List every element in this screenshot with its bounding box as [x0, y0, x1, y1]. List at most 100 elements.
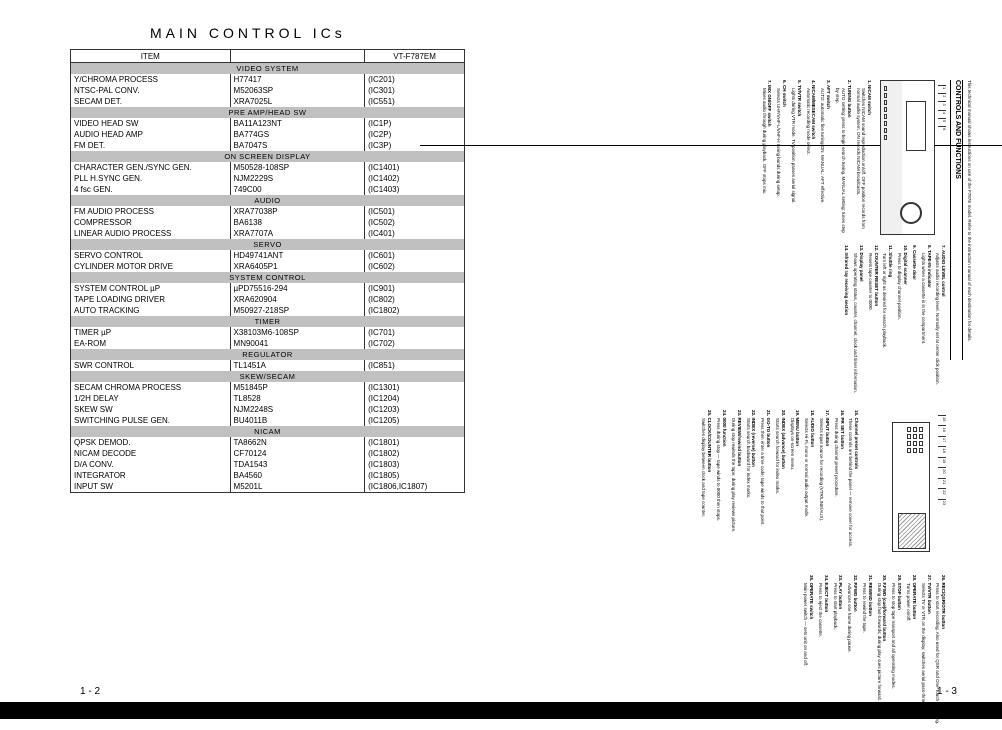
control-item: 8. TAPE-IN indicatorLights when a casset…: [920, 245, 932, 400]
item-number: 17.: [825, 410, 830, 418]
table-cell: M50927-218SP: [230, 305, 365, 316]
table-cell: TAPE LOADING DRIVER: [71, 294, 231, 305]
table-cell: D/A CONV.: [71, 459, 231, 470]
table-cell: VIDEO HEAD SW: [71, 118, 231, 129]
right-page: This technical manual shows instructions…: [390, 90, 1002, 612]
section-header: VIDEO SYSTEM: [71, 63, 465, 75]
item-name: COUNTER RESET button: [874, 253, 879, 307]
shuttle-dial-icon: [900, 202, 922, 224]
control-item: 21. GO-TO buttonPress then enter a time …: [759, 410, 771, 565]
table-cell: BA7047S: [230, 140, 365, 151]
remote-panel-diagram: [865, 410, 935, 565]
table-cell: H77417: [230, 74, 365, 85]
col-front: 123456 1. NICAM switchSwitches NICAM sou…: [698, 80, 947, 235]
table-cell: TL8528: [230, 393, 365, 404]
control-item: 14. Infrared ray receiving section: [843, 245, 849, 400]
item-name: Display panel: [859, 253, 864, 282]
item-desc: Selects Hi-Fi, mono or normal audio outp…: [803, 410, 809, 565]
table-row: Y/CHROMA PROCESSH77417(IC201): [71, 74, 465, 85]
item-number: 26.: [941, 575, 946, 583]
table-cell: CHARACTER GEN./SYNC GEN.: [71, 162, 231, 173]
item-name: CH switch: [782, 85, 787, 107]
item-desc: Press during stop — tape winds to 0000 t…: [715, 410, 721, 565]
table-cell: NJM2229S: [230, 173, 365, 184]
item-name: REVIEW/rewind button: [737, 418, 742, 467]
table-cell: XRA620904: [230, 294, 365, 305]
item-desc: AUTO: automatic fine tuning ON. MANUAL: …: [819, 80, 825, 235]
item-name: PR SET button: [840, 418, 845, 450]
item-name: OPERATE button: [912, 583, 917, 620]
item-name: INDEX (reverse) button: [751, 418, 756, 467]
table-cell: LINEAR AUDIO PROCESS: [71, 228, 231, 239]
table-cell: XRA7025L: [230, 96, 365, 107]
table-cell: HD49741ANT: [230, 250, 365, 261]
item-name: P.FWD button: [853, 583, 858, 612]
item-desc: Starts search backward for index marks.: [745, 410, 751, 565]
item-number: 31.: [868, 575, 873, 583]
item-name: MIX ON/OFF switch: [767, 85, 772, 127]
table-cell: COMPRESSOR: [71, 217, 231, 228]
table-cell: M52063SP: [230, 85, 365, 96]
item-name: NICAM/MESECAM switch: [811, 85, 816, 139]
item-number: 34.: [824, 575, 829, 583]
item-name: STOP button: [897, 583, 902, 610]
item-number: 19.: [795, 410, 800, 418]
table-cell: M50528-108SP: [230, 162, 365, 173]
item-number: 27.: [927, 575, 932, 583]
table-cell: M5201L: [230, 481, 365, 493]
control-item: 16. PR SET buttonPress during channel pr…: [833, 410, 845, 565]
item-name: MENU button: [795, 418, 800, 447]
item-desc: Turn left or right as desired for search…: [882, 245, 888, 400]
remote-screen-icon: [898, 513, 926, 549]
table-cell: TL1451A: [230, 360, 365, 371]
item-desc: During stop rewinds the tape; during pla…: [730, 410, 736, 565]
item-desc: Press to display channel position.: [896, 245, 902, 400]
table-cell: BA774GS: [230, 129, 365, 140]
item-desc: Switches NICAM sound reproduction on/off…: [855, 80, 867, 235]
table-cell: BA4560: [230, 470, 365, 481]
table-cell: M51845P: [230, 382, 365, 393]
table-cell: 749C00: [230, 184, 365, 195]
page-number-right: 1 - 3: [937, 686, 957, 697]
control-item: 11. Shuttle ringTurn left or right as de…: [882, 245, 894, 400]
item-name: REC/QSR/OTR button: [941, 583, 946, 630]
table-header: ITEM VT-F787EM: [71, 50, 465, 63]
table-cell: XRA6405P1: [230, 261, 365, 272]
item-name: F.FWD (cue)/forward button: [882, 583, 887, 642]
item-number: 21.: [766, 410, 771, 418]
table-cell: EA-ROM: [71, 338, 231, 349]
table-cell: AUDIO HEAD AMP: [71, 129, 231, 140]
table-cell: NJM2248S: [230, 404, 365, 415]
table-cell: NICAM DECODE: [71, 448, 231, 459]
table-cell: INTEGRATOR: [71, 470, 231, 481]
item-desc: Displays on-screen menu.: [789, 410, 795, 565]
item-desc: Selects UHF/VHF-L/VHF-H tuning bands dur…: [775, 80, 781, 235]
table-cell: 1/2H DELAY: [71, 393, 231, 404]
control-item: 1. NICAM switchSwitches NICAM sound repr…: [855, 80, 873, 235]
control-item: 22. INDEX (reverse) buttonStarts search …: [745, 410, 757, 565]
vcr-front-diagram: [880, 80, 935, 235]
item-name: 0000 function: [722, 418, 727, 447]
control-item: 2. TUNING buttonAUTO setting: press to b…: [834, 80, 852, 235]
control-item: 23. REVIEW/rewind buttonDuring stop rewi…: [730, 410, 742, 565]
remote-buttons-icon: [907, 427, 923, 453]
table-cell: NTSC-PAL CONV.: [71, 85, 231, 96]
table-cell: SERVO CONTROL: [71, 250, 231, 261]
item-name: PLAY button: [838, 583, 843, 610]
table-cell: FM AUDIO PROCESS: [71, 206, 231, 217]
item-name: TAPE-IN indicator: [927, 250, 932, 288]
table-cell: Y/CHROMA PROCESS: [71, 74, 231, 85]
item-number: 13.: [859, 245, 864, 253]
table-cell: SECAM DET.: [71, 96, 231, 107]
table-cell: XRA77038P: [230, 206, 365, 217]
control-item: 6. CH switchSelects UHF/VHF-L/VHF-H tuni…: [775, 80, 787, 235]
item-number: 15.: [854, 410, 859, 418]
control-item: 18. AUDIO buttonSelects Hi-Fi, mono or n…: [803, 410, 815, 565]
page-number-left: 1 - 2: [80, 686, 100, 697]
item-desc: Lights when a cassette is in the compart…: [920, 245, 926, 400]
control-item: 13. Display panelShows operating status,…: [852, 245, 864, 400]
table-cell: TDA1543: [230, 459, 365, 470]
table-cell: AUTO TRACKING: [71, 305, 231, 316]
item-desc: Press then enter a time code; tape winds…: [759, 410, 765, 565]
control-item: 20. INDEX (advance) buttonStarts search …: [774, 410, 786, 565]
